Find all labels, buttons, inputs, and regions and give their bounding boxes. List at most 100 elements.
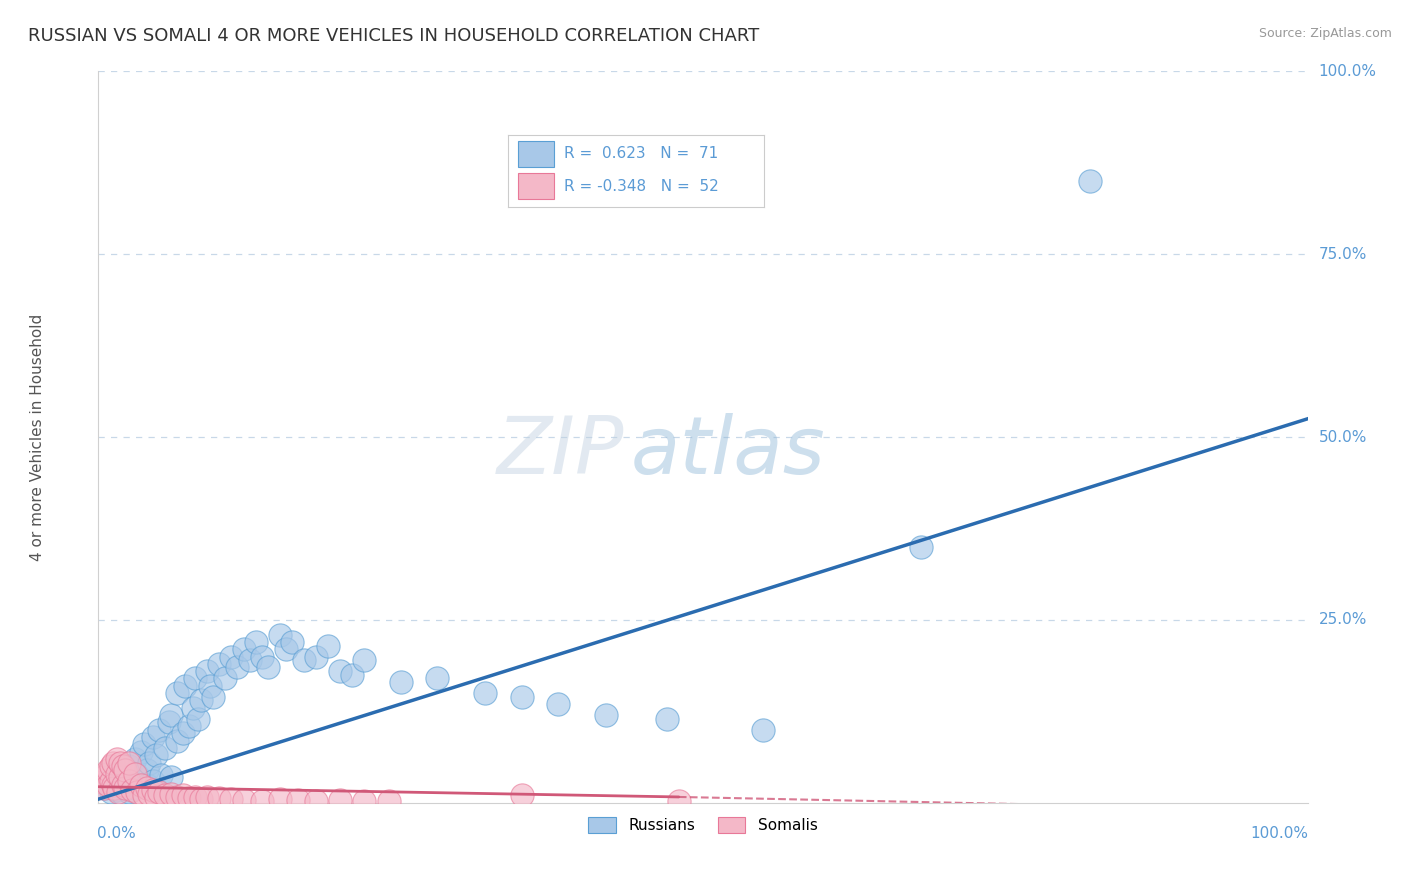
Somalis xyxy=(127,785,149,799)
Russians xyxy=(198,679,221,693)
Somalis xyxy=(101,778,124,792)
Somalis xyxy=(107,785,129,799)
Russians xyxy=(202,690,225,704)
Russians xyxy=(187,712,209,726)
Somalis xyxy=(108,770,131,784)
Russians xyxy=(316,639,339,653)
Text: RUSSIAN VS SOMALI 4 OR MORE VEHICLES IN HOUSEHOLD CORRELATION CHART: RUSSIAN VS SOMALI 4 OR MORE VEHICLES IN … xyxy=(28,27,759,45)
Somalis xyxy=(287,793,309,807)
Somalis xyxy=(305,794,328,808)
Text: 100.0%: 100.0% xyxy=(1319,64,1376,78)
Russians xyxy=(329,664,352,678)
Russians xyxy=(274,642,297,657)
Somalis xyxy=(108,756,131,770)
Text: 100.0%: 100.0% xyxy=(1251,826,1309,841)
Russians xyxy=(179,719,201,733)
Russians xyxy=(250,649,273,664)
Russians xyxy=(195,664,218,678)
Somalis xyxy=(91,775,114,789)
Russians xyxy=(208,657,231,671)
Russians xyxy=(510,690,533,704)
Russians xyxy=(114,775,136,789)
Somalis xyxy=(160,787,183,801)
Russians xyxy=(97,778,120,792)
Russians xyxy=(474,686,496,700)
Russians xyxy=(655,712,678,726)
Russians xyxy=(160,770,183,784)
Russians xyxy=(353,653,375,667)
Somalis xyxy=(105,766,128,780)
Somalis xyxy=(510,789,533,803)
Somalis xyxy=(93,781,115,796)
Russians xyxy=(121,778,143,792)
Somalis xyxy=(97,763,120,777)
Russians xyxy=(160,708,183,723)
Russians xyxy=(184,672,207,686)
Russians xyxy=(752,723,775,737)
Russians xyxy=(190,693,212,707)
Russians xyxy=(305,649,328,664)
Russians xyxy=(166,733,188,747)
Russians xyxy=(118,759,141,773)
Russians xyxy=(256,660,278,674)
Somalis xyxy=(179,791,201,805)
Somalis xyxy=(377,794,399,808)
Somalis xyxy=(142,782,165,797)
Russians xyxy=(135,763,157,777)
Russians xyxy=(595,708,617,723)
Russians xyxy=(1078,174,1101,188)
Russians xyxy=(138,756,160,770)
Russians xyxy=(226,660,249,674)
Russians xyxy=(166,686,188,700)
Somalis xyxy=(100,759,122,773)
Russians xyxy=(172,726,194,740)
Russians xyxy=(142,773,165,788)
Russians xyxy=(342,667,364,681)
Russians xyxy=(100,785,122,799)
Text: 50.0%: 50.0% xyxy=(1319,430,1367,444)
Russians xyxy=(145,748,167,763)
Russians xyxy=(105,770,128,784)
Somalis xyxy=(138,787,160,801)
Russians xyxy=(105,782,128,797)
Russians xyxy=(129,745,152,759)
Russians xyxy=(101,773,124,788)
Somalis xyxy=(148,785,170,799)
Somalis xyxy=(221,792,243,806)
Somalis xyxy=(114,781,136,796)
Text: R =  0.623   N =  71: R = 0.623 N = 71 xyxy=(564,146,718,161)
Somalis xyxy=(103,781,125,796)
Somalis xyxy=(269,792,291,806)
Russians xyxy=(547,697,569,711)
Somalis xyxy=(118,773,141,788)
Russians xyxy=(124,781,146,796)
Russians xyxy=(129,778,152,792)
Russians xyxy=(111,766,134,780)
Somalis xyxy=(105,752,128,766)
Russians xyxy=(426,672,449,686)
Russians xyxy=(245,635,267,649)
Somalis xyxy=(114,763,136,777)
Somalis xyxy=(121,782,143,797)
Russians xyxy=(150,768,173,782)
Text: ZIP: ZIP xyxy=(498,413,624,491)
Russians xyxy=(214,672,236,686)
Somalis xyxy=(250,794,273,808)
Somalis xyxy=(135,781,157,796)
Text: 25.0%: 25.0% xyxy=(1319,613,1367,627)
Russians xyxy=(93,781,115,796)
Russians xyxy=(111,787,134,801)
Somalis xyxy=(232,793,254,807)
Russians xyxy=(118,785,141,799)
Russians xyxy=(127,768,149,782)
Russians xyxy=(174,679,197,693)
Somalis xyxy=(353,794,375,808)
Russians xyxy=(135,778,157,792)
Russians xyxy=(389,675,412,690)
Somalis xyxy=(134,789,156,803)
Somalis xyxy=(190,792,212,806)
Russians xyxy=(269,627,291,641)
Somalis xyxy=(100,773,122,788)
Russians xyxy=(910,540,932,554)
Somalis xyxy=(97,778,120,792)
